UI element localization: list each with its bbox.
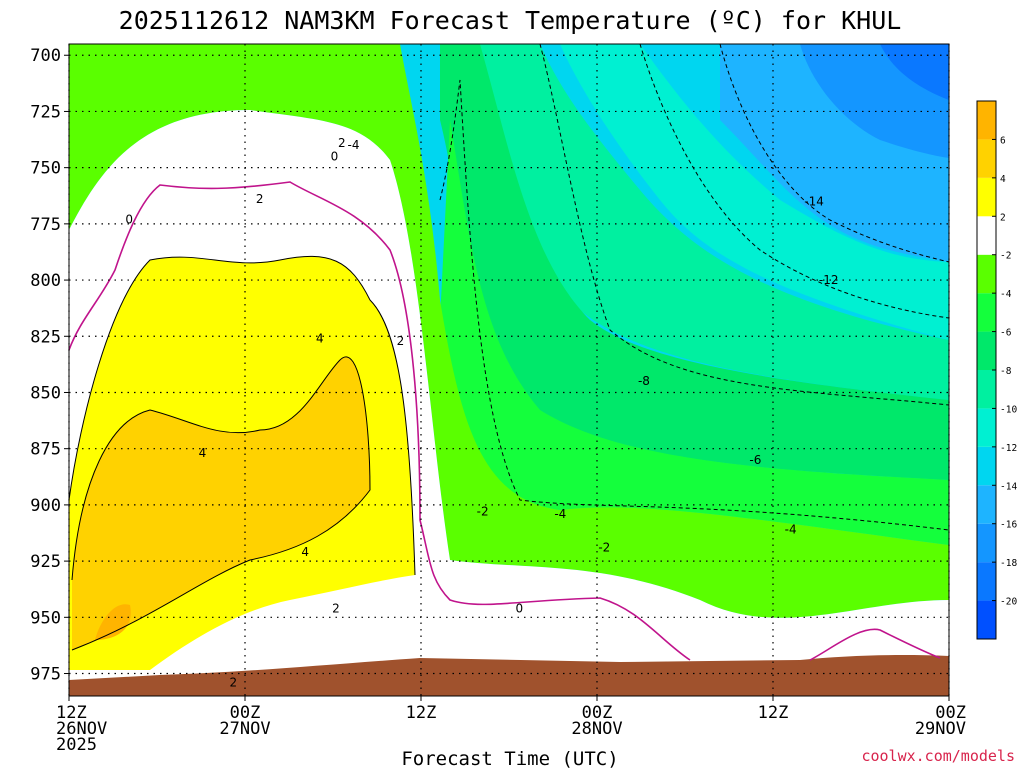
x-tick-label: 28NOV [571, 719, 622, 739]
x-tick-label: 00Z [230, 703, 261, 723]
contour-label: -14 [804, 194, 824, 208]
plus-four-contour [71, 356, 371, 651]
x-tick-label: 26NOV [56, 719, 107, 739]
colorbar-swatch [977, 485, 996, 524]
contour-label: 4 [301, 545, 309, 559]
colorbar-swatch [977, 293, 996, 332]
zero-contour-line-right [809, 628, 941, 661]
minus-twelve-contour [639, 43, 950, 319]
contour-label: -4 [554, 507, 566, 521]
contour-label: 0 [125, 212, 133, 226]
contour-lines-layer [68, 43, 950, 661]
colorbar-swatch [977, 101, 996, 140]
band-plus-6 [95, 604, 131, 640]
minus-fourteen-contour [719, 43, 950, 263]
terrain-ground [69, 655, 949, 696]
x-tick-label: 00Z [935, 703, 966, 723]
y-tick-label: 700 [30, 46, 61, 66]
y-tick-label: 925 [30, 552, 61, 572]
y-tick-label: 750 [30, 159, 61, 179]
temperature-fill-layer [69, 44, 949, 696]
contour-label: 2 [256, 192, 264, 206]
colorbar-swatch [977, 562, 996, 601]
band-minus-4 [440, 120, 949, 545]
contour-label: -12 [819, 273, 839, 287]
site-credit: coolwx.com/models [861, 747, 1015, 765]
colorbar-label: -8 [1000, 366, 1012, 377]
colorbar-label: -4 [1000, 289, 1012, 300]
contour-label: -6 [749, 453, 761, 467]
y-axis: 700 725 750 775 800 825 850 875 900 925 950 975 [30, 46, 69, 685]
minus-four-contour [439, 79, 950, 531]
grid-layer [68, 44, 950, 696]
chart-title: 2025112612 NAM3KM Forecast Temperature (… [119, 6, 902, 35]
y-tick-label: 850 [30, 383, 61, 403]
contour-label: 2 [397, 334, 405, 348]
colorbar-swatch [977, 331, 996, 370]
colorbar-swatch [977, 370, 996, 409]
contour-label: -8 [638, 374, 650, 388]
colorbar-swatch [977, 408, 996, 447]
band-minus-18 [880, 44, 949, 100]
y-tick-label: 725 [30, 102, 61, 122]
y-tick-label: 775 [30, 215, 61, 235]
colorbar-label: -18 [1000, 558, 1017, 569]
colorbar-swatch [977, 139, 996, 178]
y-tick-label: 900 [30, 496, 61, 516]
minus-eight-contour [539, 43, 950, 406]
x-tick-label: 2025 [56, 735, 97, 755]
colorbar-swatch [977, 446, 996, 486]
contour-label: -4 [348, 138, 360, 152]
zero-contour-line [68, 181, 691, 661]
colorbar-swatch [977, 600, 996, 639]
x-tick-label: 29NOV [915, 719, 966, 739]
colorbar-swatch [977, 254, 996, 294]
y-tick-label: 875 [30, 440, 61, 460]
contour-label: 2 [338, 136, 346, 150]
x-tick-label: 27NOV [219, 719, 270, 739]
band-minus-8 [470, 44, 949, 400]
colorbar-swatch [977, 177, 996, 217]
contour-label: 0 [515, 601, 523, 615]
contour-label: -4 [785, 523, 797, 537]
contour-label: 4 [316, 332, 324, 346]
colorbar-label: -20 [1000, 597, 1017, 608]
y-tick-label: 800 [30, 271, 61, 291]
colorbar-label: -16 [1000, 520, 1017, 531]
colorbar-label: -12 [1000, 443, 1017, 454]
band-minus-2 [69, 44, 949, 618]
x-tick-label: 00Z [582, 703, 613, 723]
y-tick-label: 975 [30, 665, 61, 685]
x-tick-label: 12Z [56, 703, 87, 723]
colorbar-label: 4 [1000, 174, 1006, 185]
x-tick-label: 12Z [406, 703, 437, 723]
contour-label: 4 [199, 446, 207, 460]
y-tick-label: 825 [30, 327, 61, 347]
colorbar: -20 -18 -16 -14 -12 -10 -8 -6 -4 -2 2 4 6 [976, 100, 1017, 640]
x-axis-title: Forecast Time (UTC) [401, 748, 618, 768]
colorbar-swatch [977, 523, 996, 563]
contour-label: 0 [331, 149, 339, 163]
y-tick-label: 950 [30, 608, 61, 628]
contour-label: 2 [229, 676, 237, 690]
band-plus-4 [72, 356, 370, 650]
colorbar-swatch [977, 216, 996, 255]
band-minus-6 [440, 44, 949, 480]
colorbar-label: -14 [1000, 481, 1017, 492]
colorbar-label: 6 [1000, 135, 1006, 146]
x-tick-label: 12Z [758, 703, 789, 723]
colorbar-label: -6 [1000, 328, 1012, 339]
contour-label: 2 [332, 601, 340, 615]
colorbar-label: 2 [1000, 212, 1006, 223]
colorbar-label: -2 [1000, 251, 1011, 262]
band-minus-10b [560, 44, 949, 340]
contour-label: -2 [598, 541, 610, 555]
plus-two-contour [68, 255, 416, 576]
contour-label: -2 [477, 505, 489, 519]
colorbar-label: -10 [1000, 404, 1017, 415]
